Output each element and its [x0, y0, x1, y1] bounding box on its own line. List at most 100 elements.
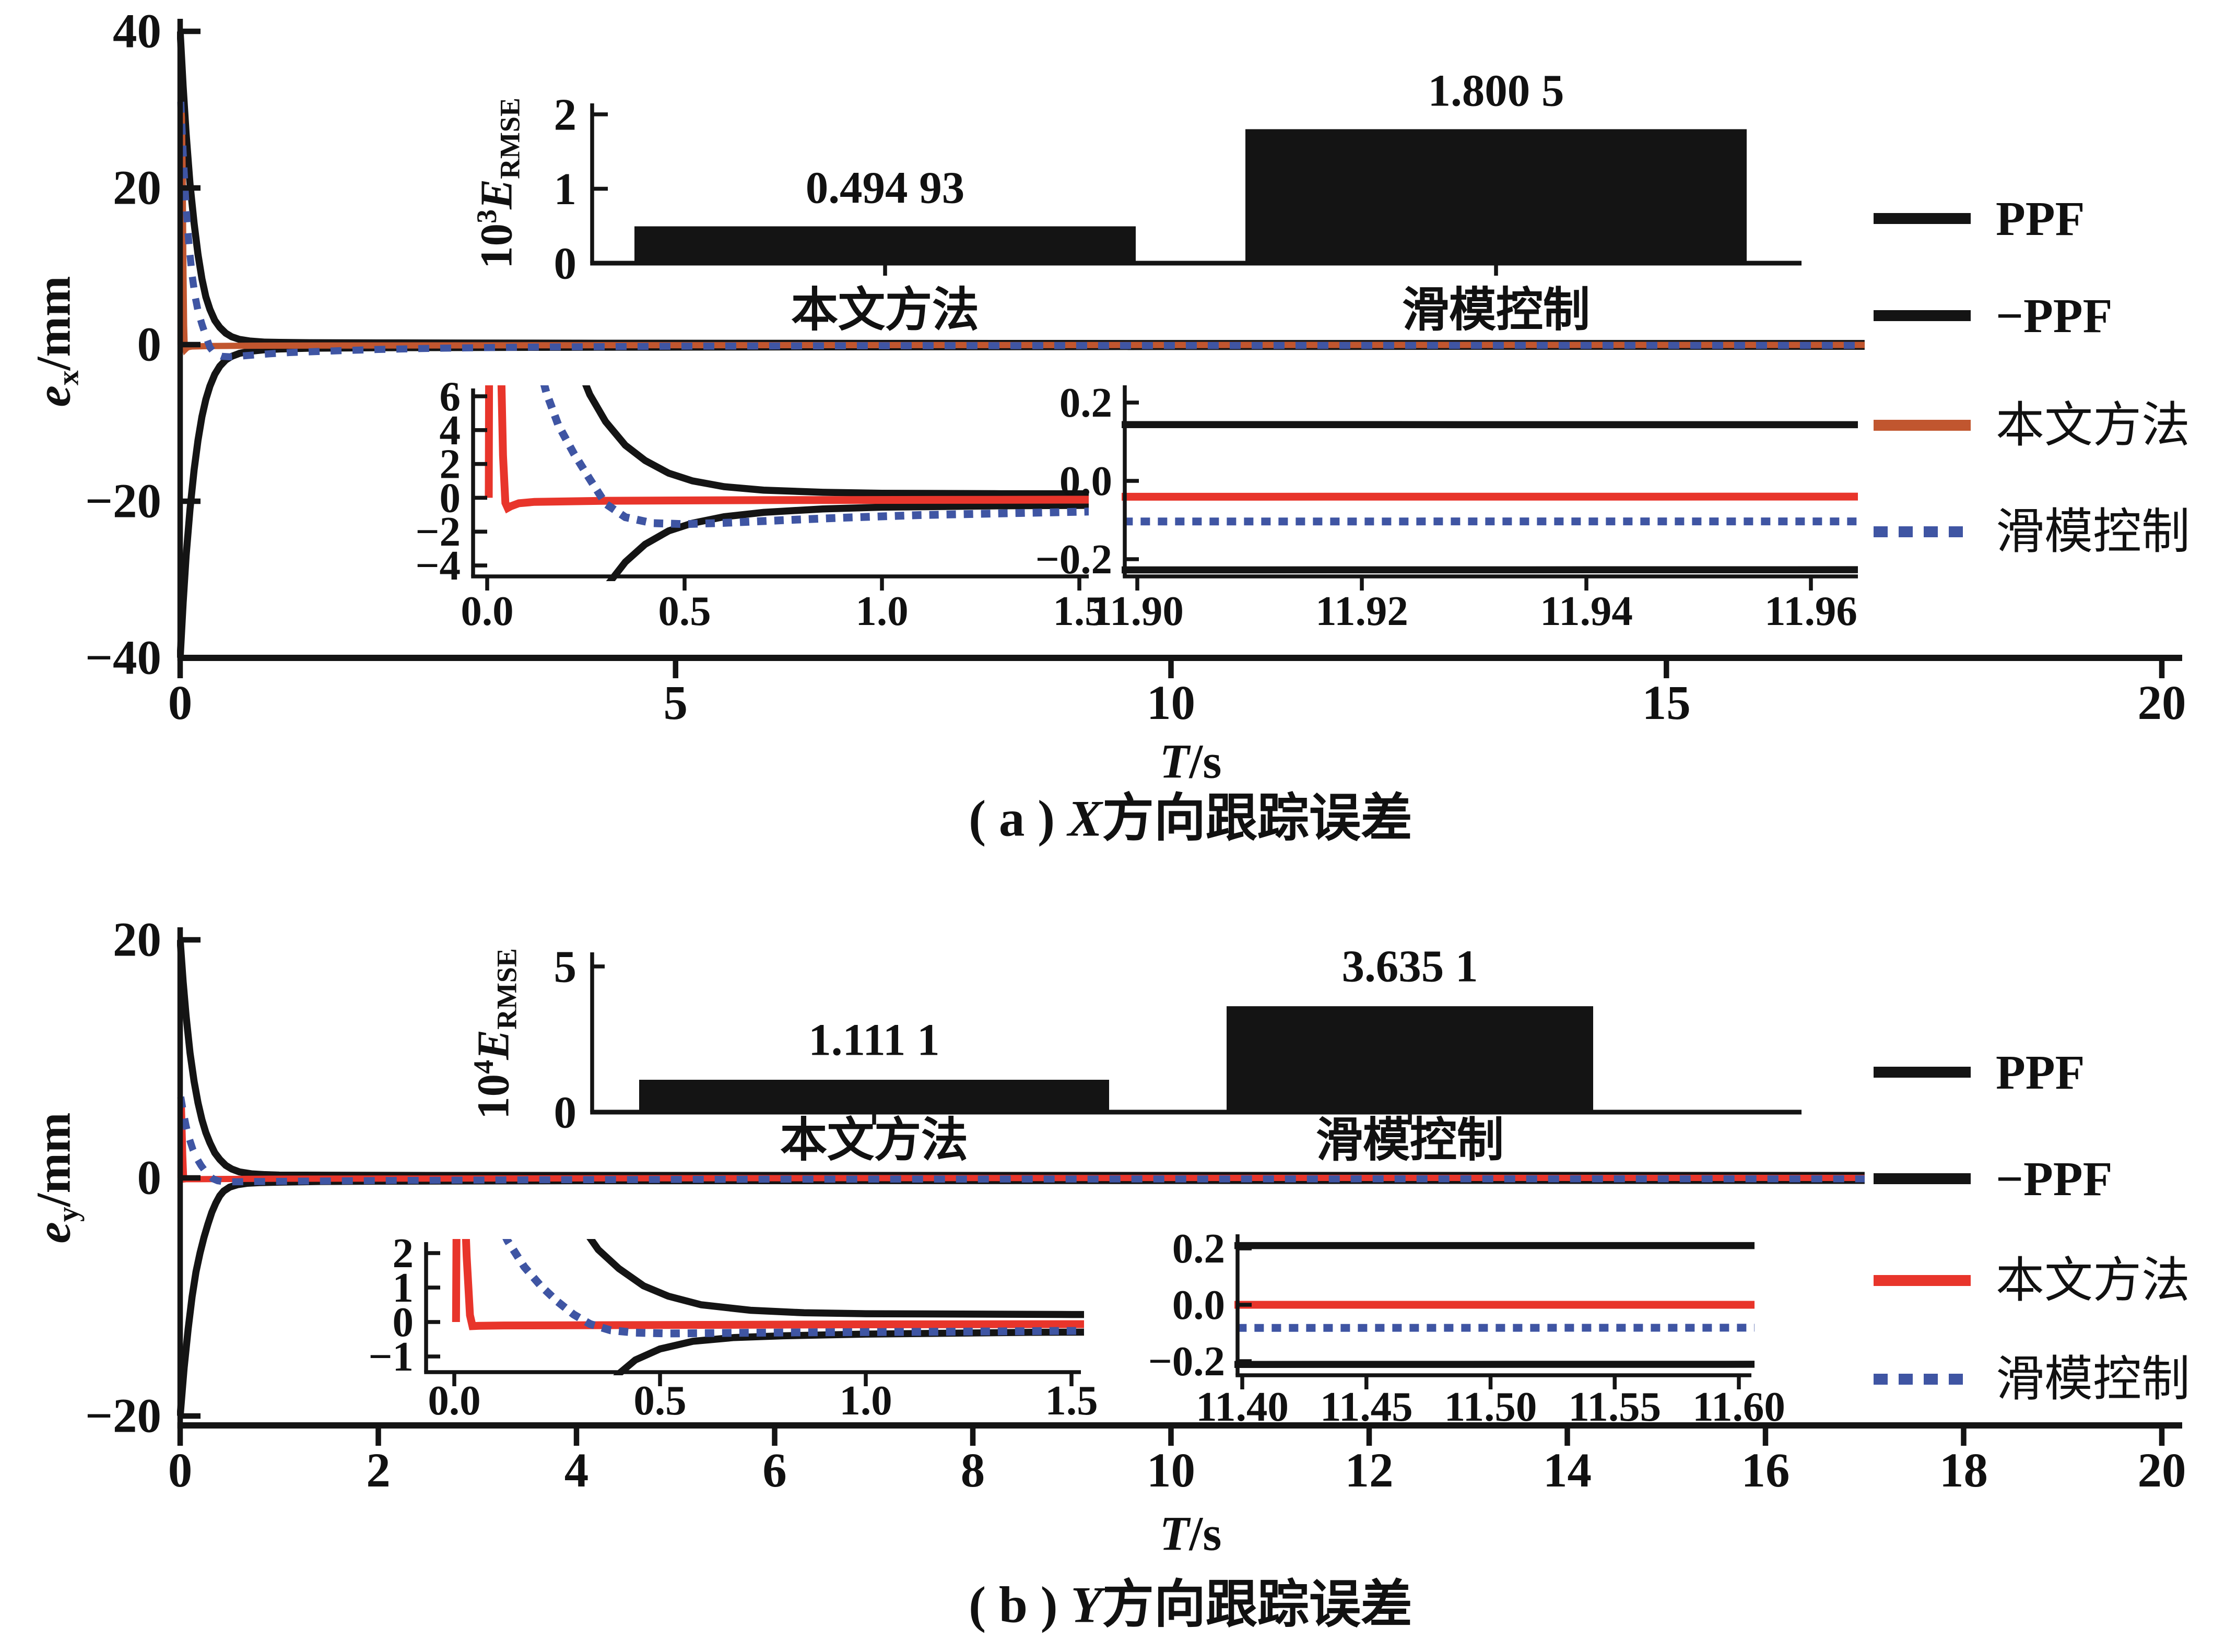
panel-b-bar-category-2: 滑模控制 — [1316, 1115, 1504, 1167]
legend-label: 本文方法 — [1996, 1253, 2190, 1308]
b-main-xtick-label: 8 — [961, 1444, 985, 1497]
b-zoom2-ytick-label: −0.2 — [1148, 1338, 1225, 1385]
b-zoom2-ytick-label: 0.2 — [1172, 1225, 1225, 1272]
a-zoom2-xtick-label: 11.94 — [1540, 587, 1633, 634]
b-zoom1-xtick-label: 1.5 — [1045, 1377, 1098, 1424]
b-zoom1-ytick-label: −1 — [368, 1333, 414, 1380]
a-main-series-sliding — [177, 101, 1865, 361]
a-main-ytick-label: 40 — [113, 5, 161, 58]
a-zoom2-ytick-label: 0.0 — [1059, 457, 1112, 504]
a-zoom2-series-mppf — [1122, 566, 1858, 574]
b-main-series-ppf — [177, 939, 1865, 1179]
b-main-axes: 200−200 2 4 6 8 10 12 14 16 18 20 — [85, 913, 2186, 1497]
a-zoom1-xtick-label: 0.0 — [461, 587, 513, 634]
b-zoom1-series-method — [452, 1239, 1084, 1330]
b-zoom2-xtick-label: 11.40 — [1196, 1383, 1289, 1430]
a-zoom1-series-group — [485, 385, 1089, 581]
legend-label: 滑模控制 — [1996, 1352, 2190, 1407]
panel-b-bar-category-1: 本文方法 — [780, 1115, 968, 1167]
b-zoom2-axes: 0.2 0.0 −0.211.40 11.45 11.50 11.55 11.60 — [1148, 1225, 1785, 1430]
panel-a-ylabel: ex/mm — [26, 276, 86, 407]
b-main-series-group — [177, 939, 1865, 1417]
a-bar-2 — [1245, 129, 1747, 263]
panel-b-ylabel: ey/mm — [26, 1112, 86, 1244]
b-bar-2 — [1227, 1006, 1593, 1112]
panel-a-bar-value-1: 0.494 93 — [805, 163, 965, 214]
panel-a-caption: ( a ) X方向跟踪误差 — [969, 792, 1412, 848]
a-main-ytick-label: −40 — [85, 631, 161, 685]
a-zoom1-ytick-label: 0 — [440, 474, 461, 521]
panel-b-bar-value-2: 3.635 1 — [1341, 942, 1478, 993]
a-main-xtick-label: 0 — [168, 676, 193, 730]
solid-line-icon — [1874, 1067, 1971, 1078]
b-zoom2-ytick-label: 0.0 — [1172, 1281, 1225, 1328]
b-zoom2-xtick-label: 11.45 — [1320, 1383, 1413, 1430]
b-main-xtick-label: 0 — [168, 1444, 193, 1497]
b-zoom1-axes: 210−1 0.0 0.5 1.0 1.5 — [368, 1230, 1098, 1424]
a-zoom1-ytick-label: 2 — [440, 441, 461, 488]
panel-b-bar-value-1: 1.111 1 — [808, 1016, 940, 1066]
solid-line-icon — [1874, 1275, 1971, 1286]
legend-label: 本文方法 — [1996, 398, 2190, 453]
b-zoom2-xtick-label: 11.55 — [1568, 1383, 1661, 1430]
b-zoom1-series-ppf — [586, 1239, 1084, 1318]
b-bar-inset: 05 — [554, 941, 1802, 1138]
b-bar-ytick-label: 5 — [554, 941, 577, 992]
legend-item-mppf: −PPF — [1874, 1154, 2112, 1203]
b-main-series-sliding — [177, 1096, 1865, 1186]
a-zoom2-xtick-label: 11.92 — [1315, 587, 1408, 634]
b-main-xtick-label: 4 — [564, 1444, 589, 1497]
b-main-xtick-label: 20 — [2138, 1444, 2186, 1497]
panel-a-bar-category-1: 本文方法 — [791, 285, 979, 337]
b-main-xtick-label: 16 — [1741, 1444, 1790, 1497]
a-zoom1-ytick-label: −4 — [415, 542, 461, 589]
b-main-xtick-label: 14 — [1543, 1444, 1592, 1497]
b-bar-1 — [639, 1080, 1109, 1112]
a-zoom1-series-method — [485, 385, 1089, 514]
b-zoom1-series-sliding — [502, 1239, 1084, 1338]
a-zoom1-series-ppf — [582, 385, 1089, 498]
a-bar-inset: 0 1 2 — [554, 89, 1802, 289]
panel-a-bar-ylabel: 103ERMSE — [470, 98, 526, 269]
legend-label: 滑模控制 — [1996, 504, 2190, 559]
a-zoom1-ytick-label: −2 — [415, 508, 461, 555]
legend-item-method: 本文方法 — [1874, 401, 2190, 450]
dashed-line-icon — [1874, 526, 1971, 537]
a-main-ytick-label: −20 — [85, 475, 161, 528]
b-main-xtick-label: 2 — [366, 1444, 391, 1497]
a-zoom1-ytick-label: 4 — [440, 407, 461, 454]
legend-item-method: 本文方法 — [1874, 1256, 2190, 1305]
b-zoom1-ytick-label: 1 — [393, 1264, 414, 1311]
legend-label: −PPF — [1996, 1151, 2113, 1206]
legend-label: −PPF — [1996, 288, 2113, 343]
b-zoom2-xtick-label: 11.50 — [1444, 1383, 1537, 1430]
a-zoom1-xtick-label: 1.5 — [1053, 587, 1105, 634]
a-zoom2-xtick-label: 11.96 — [1764, 587, 1857, 634]
solid-line-icon — [1874, 1173, 1971, 1184]
b-zoom1-ytick-label: 2 — [393, 1230, 414, 1277]
a-zoom1-ytick-label: 6 — [440, 373, 461, 420]
a-main-xtick-label: 5 — [664, 676, 688, 730]
solid-line-icon — [1874, 420, 1971, 431]
b-main-ytick-label: 20 — [113, 913, 161, 967]
b-zoom1-xtick-label: 0.5 — [633, 1377, 686, 1424]
b-zoom2-xtick-label: 11.60 — [1692, 1383, 1785, 1430]
panel-b-bar-ylabel: 104ERMSE — [467, 948, 523, 1119]
dashed-line-icon — [1874, 1374, 1971, 1385]
legend-item-ppf: PPF — [1874, 1048, 2085, 1096]
panel-a-bar-value-2: 1.800 5 — [1428, 66, 1564, 117]
b-main-xtick-label: 10 — [1147, 1444, 1195, 1497]
panel-b-xlabel: T/s — [1159, 1506, 1222, 1561]
a-zoom2-ytick-label: 0.2 — [1059, 379, 1112, 426]
legend-item-sliding: 滑模控制 — [1874, 1355, 2190, 1403]
a-main-xtick-label: 20 — [2138, 676, 2186, 730]
solid-line-icon — [1874, 213, 1971, 224]
b-zoom1-xtick-label: 1.0 — [839, 1377, 892, 1424]
a-bar-ytick-label: 2 — [554, 89, 577, 140]
a-zoom1-xtick-label: 0.5 — [658, 587, 711, 634]
